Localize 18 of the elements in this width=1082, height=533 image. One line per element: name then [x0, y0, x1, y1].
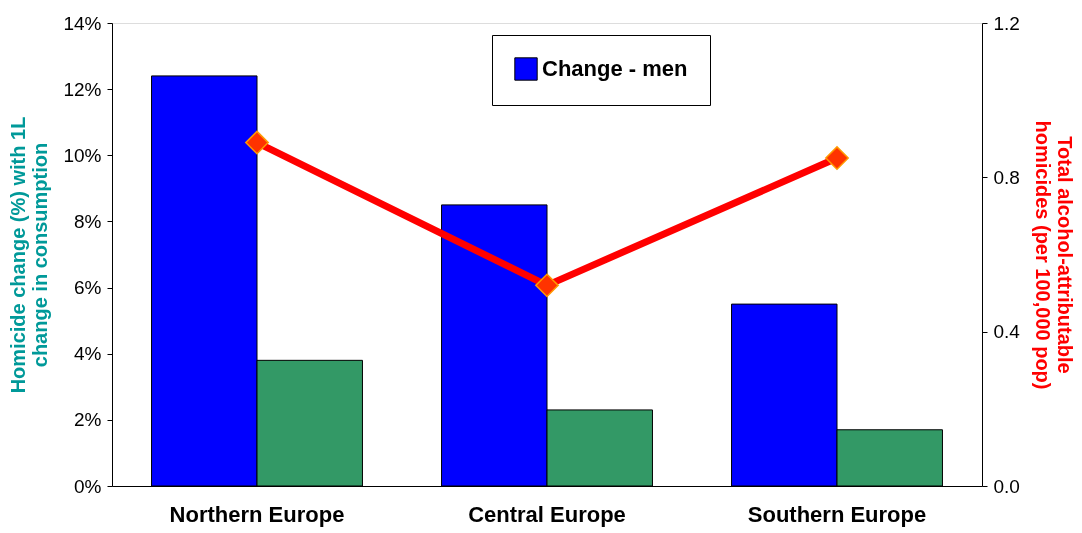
x-tick-label: Northern Europe [169, 501, 345, 527]
y-axis-title: Homicide change (%) with 1L change in consumption [7, 116, 52, 394]
y-tick-label: 6% [74, 277, 102, 299]
y2-tick-label: 0.0 [993, 475, 1020, 497]
legend-label: Change - men [542, 56, 688, 81]
y-tick-label: 4% [74, 343, 102, 365]
x-tick-label: Central Europe [468, 501, 626, 527]
y-tick-label: 14% [63, 12, 102, 34]
y2-tick-label: 1.2 [993, 12, 1020, 34]
y-tick-label: 8% [74, 210, 102, 232]
y-tick-label: 12% [63, 78, 102, 100]
y-tick-label: 0% [74, 475, 102, 497]
x-tick-label: Southern Europe [747, 501, 927, 527]
y2-tick-label: 0.8 [993, 166, 1020, 188]
y2-axis-title: Total alcohol-attributable homicides (per 100,000 pop) [1031, 120, 1076, 390]
y-tick-label: 2% [74, 409, 102, 431]
y2-tick-label: 0.4 [993, 321, 1021, 343]
y-tick-label: 10% [63, 144, 102, 166]
